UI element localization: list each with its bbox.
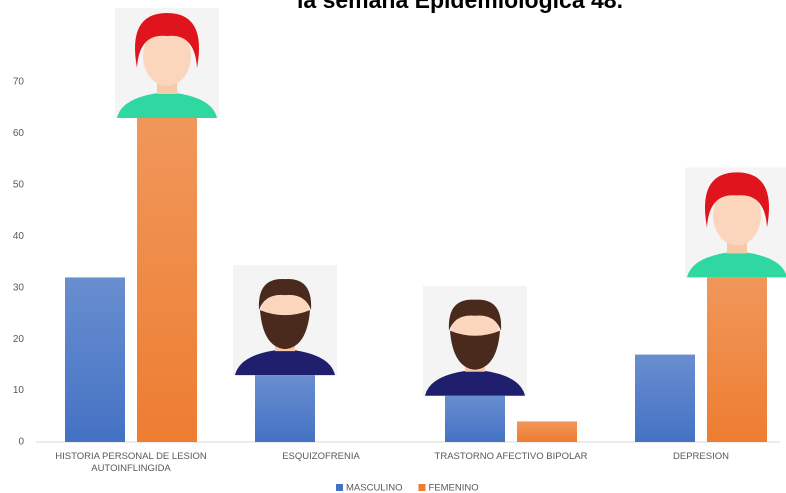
- bar: [137, 118, 197, 442]
- avatar-body: [687, 251, 786, 278]
- bar: [445, 395, 505, 442]
- avatar-hair: [705, 172, 769, 228]
- avatar-body: [425, 369, 525, 396]
- legend-label: MASCULINO: [346, 483, 402, 493]
- avatar: [115, 8, 219, 118]
- y-tick-label: 40: [13, 231, 25, 242]
- y-tick-label: 10: [13, 385, 25, 396]
- avatar-body: [117, 92, 217, 118]
- y-tick-label: 50: [13, 179, 25, 190]
- bar: [635, 354, 695, 442]
- legend-swatch: [418, 484, 426, 491]
- bar: [707, 277, 767, 442]
- avatar-hair: [135, 13, 199, 68]
- y-tick-label: 20: [13, 334, 25, 345]
- y-tick-label: 70: [13, 77, 25, 88]
- legend-label: FEMENINO: [428, 483, 478, 493]
- avatar: [423, 285, 527, 396]
- avatar-beard: [260, 310, 310, 350]
- legend-swatch: [336, 484, 343, 491]
- chart-title: la semana Epidemiológica 48.: [297, 0, 623, 13]
- x-tick-label: HISTORIA PERSONAL DE LESION AUTOINFLINGI…: [55, 451, 207, 474]
- avatar-body: [235, 349, 335, 376]
- avatar-hair: [448, 299, 502, 331]
- y-tick-label: 30: [13, 282, 25, 293]
- avatar-face: [143, 26, 191, 86]
- x-tick-label: ESQUIZOFRENIA: [282, 451, 360, 462]
- x-tick-label: DEPRESION: [673, 451, 729, 462]
- avatar: [233, 265, 337, 376]
- bar: [255, 375, 315, 442]
- y-tick-label: 60: [13, 128, 25, 139]
- bar: [517, 421, 577, 442]
- avatar-beard: [450, 330, 500, 370]
- x-tick-label: TRASTORNO AFECTIVO BIPOLAR: [434, 451, 588, 462]
- avatar: [685, 167, 786, 278]
- y-tick-label: 0: [18, 437, 24, 448]
- avatar-hair: [258, 279, 312, 311]
- avatar-face: [713, 185, 761, 246]
- bar: [65, 277, 125, 442]
